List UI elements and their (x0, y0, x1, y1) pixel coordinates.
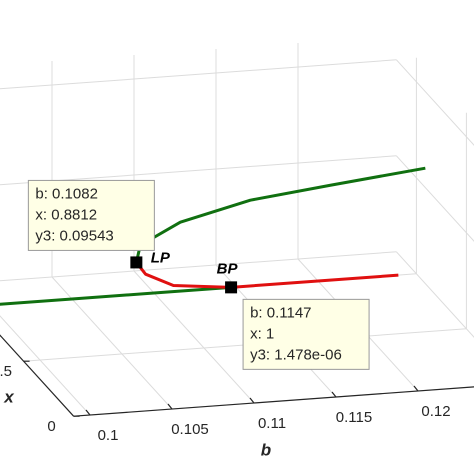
x-tick-label: 0.1 (98, 427, 119, 444)
x-tick (331, 391, 337, 398)
y-tick-label: 0.5 (0, 363, 12, 380)
x-tick-label: 0.105 (171, 421, 209, 438)
tip-text: y3: 0.09543 (35, 227, 113, 244)
x-tick-label: 0.12 (421, 403, 450, 420)
point-marker (130, 256, 143, 269)
x-tick (249, 397, 255, 404)
y-axis-label: x (3, 387, 15, 406)
tip-box (27, 179, 155, 251)
tip-text: x: 1 (250, 325, 274, 342)
grid-line (396, 59, 474, 146)
data-tip: b: 0.1147 x: 1 y3: 1.478e-06 (242, 298, 370, 370)
tip-text: y3: 1.478e-06 (250, 346, 342, 363)
y-axis-line (0, 334, 75, 417)
curve (230, 273, 399, 289)
y-tick-label: 0 (47, 418, 55, 435)
grid-line (0, 315, 91, 416)
grid-line (0, 59, 397, 90)
tip-text: b: 0.1082 (35, 185, 98, 202)
data-tip: b: 0.1082 x: 0.8812 y3: 0.09543 (27, 179, 155, 251)
curve (134, 166, 426, 263)
point-marker (225, 281, 238, 294)
x-axis-label: b (261, 440, 271, 459)
tip-text: b: 0.1147 (250, 304, 311, 321)
x-tick-label: 0.115 (336, 409, 372, 426)
x-tick (167, 403, 173, 410)
x-tick-label: 0.11 (258, 415, 286, 432)
x-tick (85, 409, 91, 416)
grid-line (396, 155, 474, 242)
tip-text: x: 0.8812 (35, 206, 97, 223)
x-tick (413, 385, 419, 392)
grid-line (0, 155, 397, 186)
grid-line (0, 251, 397, 282)
curve (0, 285, 232, 306)
grid-line (396, 251, 474, 338)
x-axis-line (73, 386, 474, 417)
point-label: BP (217, 260, 239, 277)
point-label: LP (151, 249, 171, 266)
tip-box (242, 298, 370, 370)
